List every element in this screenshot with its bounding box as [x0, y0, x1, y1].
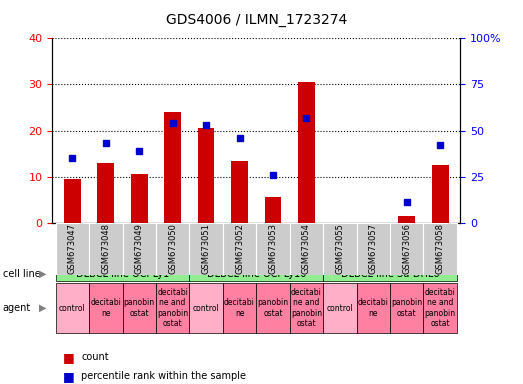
- FancyBboxPatch shape: [89, 283, 122, 333]
- FancyBboxPatch shape: [55, 283, 89, 333]
- FancyBboxPatch shape: [323, 283, 357, 333]
- Text: GSM673050: GSM673050: [168, 223, 177, 274]
- Text: ■: ■: [63, 370, 74, 383]
- FancyBboxPatch shape: [290, 223, 323, 275]
- Bar: [432, 165, 449, 223]
- Bar: [231, 161, 248, 223]
- Text: decitabi
ne: decitabi ne: [224, 298, 255, 318]
- Text: GSM673053: GSM673053: [268, 223, 278, 274]
- Text: ▶: ▶: [39, 268, 47, 279]
- FancyBboxPatch shape: [156, 283, 189, 333]
- FancyBboxPatch shape: [256, 283, 290, 333]
- Text: decitabi
ne: decitabi ne: [358, 298, 389, 318]
- FancyBboxPatch shape: [357, 223, 390, 275]
- Text: DLBCL line OCI-Ly10: DLBCL line OCI-Ly10: [207, 268, 306, 279]
- Text: decitabi
ne and
panobin
ostat: decitabi ne and panobin ostat: [157, 288, 188, 328]
- Bar: [198, 128, 214, 223]
- Text: GSM673048: GSM673048: [101, 223, 110, 274]
- FancyBboxPatch shape: [122, 283, 156, 333]
- Bar: [298, 82, 315, 223]
- Bar: [164, 112, 181, 223]
- Text: DLBCL line OCI-Ly1: DLBCL line OCI-Ly1: [76, 268, 169, 279]
- Text: agent: agent: [3, 303, 31, 313]
- FancyBboxPatch shape: [223, 223, 256, 275]
- Text: GSM673049: GSM673049: [135, 223, 144, 274]
- Text: panobin
ostat: panobin ostat: [257, 298, 289, 318]
- FancyBboxPatch shape: [357, 283, 390, 333]
- FancyBboxPatch shape: [390, 223, 424, 275]
- FancyBboxPatch shape: [424, 223, 457, 275]
- FancyBboxPatch shape: [223, 283, 256, 333]
- Text: control: control: [326, 304, 353, 313]
- FancyBboxPatch shape: [390, 283, 424, 333]
- FancyBboxPatch shape: [290, 283, 323, 333]
- Text: GSM673058: GSM673058: [436, 223, 445, 274]
- FancyBboxPatch shape: [189, 223, 223, 275]
- Text: GSM673047: GSM673047: [68, 223, 77, 274]
- Text: ▶: ▶: [39, 303, 47, 313]
- Text: GSM673056: GSM673056: [402, 223, 411, 274]
- Text: cell line: cell line: [3, 268, 40, 279]
- Text: GDS4006 / ILMN_1723274: GDS4006 / ILMN_1723274: [166, 13, 347, 27]
- FancyBboxPatch shape: [89, 223, 122, 275]
- FancyBboxPatch shape: [55, 266, 189, 281]
- FancyBboxPatch shape: [323, 266, 457, 281]
- Text: decitabi
ne and
panobin
ostat: decitabi ne and panobin ostat: [425, 288, 456, 328]
- Text: panobin
ostat: panobin ostat: [123, 298, 155, 318]
- Text: control: control: [193, 304, 220, 313]
- Text: panobin
ostat: panobin ostat: [391, 298, 422, 318]
- Text: control: control: [59, 304, 86, 313]
- Text: decitabi
ne and
panobin
ostat: decitabi ne and panobin ostat: [291, 288, 322, 328]
- FancyBboxPatch shape: [256, 223, 290, 275]
- FancyBboxPatch shape: [424, 283, 457, 333]
- Text: GSM673054: GSM673054: [302, 223, 311, 274]
- FancyBboxPatch shape: [189, 266, 323, 281]
- Text: GSM673055: GSM673055: [335, 223, 344, 274]
- Text: GSM673052: GSM673052: [235, 223, 244, 274]
- Text: decitabi
ne: decitabi ne: [90, 298, 121, 318]
- FancyBboxPatch shape: [189, 283, 223, 333]
- Bar: [97, 163, 114, 223]
- FancyBboxPatch shape: [323, 223, 357, 275]
- Text: count: count: [81, 352, 109, 362]
- Text: GSM673057: GSM673057: [369, 223, 378, 274]
- Bar: [265, 197, 281, 223]
- Text: GSM673051: GSM673051: [201, 223, 211, 274]
- Bar: [399, 216, 415, 223]
- Bar: [131, 174, 147, 223]
- Text: ■: ■: [63, 351, 74, 364]
- Bar: [64, 179, 81, 223]
- Text: DLBCL line Su-DHL6: DLBCL line Su-DHL6: [341, 268, 439, 279]
- FancyBboxPatch shape: [55, 223, 89, 275]
- FancyBboxPatch shape: [122, 223, 156, 275]
- FancyBboxPatch shape: [156, 223, 189, 275]
- Text: percentile rank within the sample: percentile rank within the sample: [81, 371, 246, 381]
